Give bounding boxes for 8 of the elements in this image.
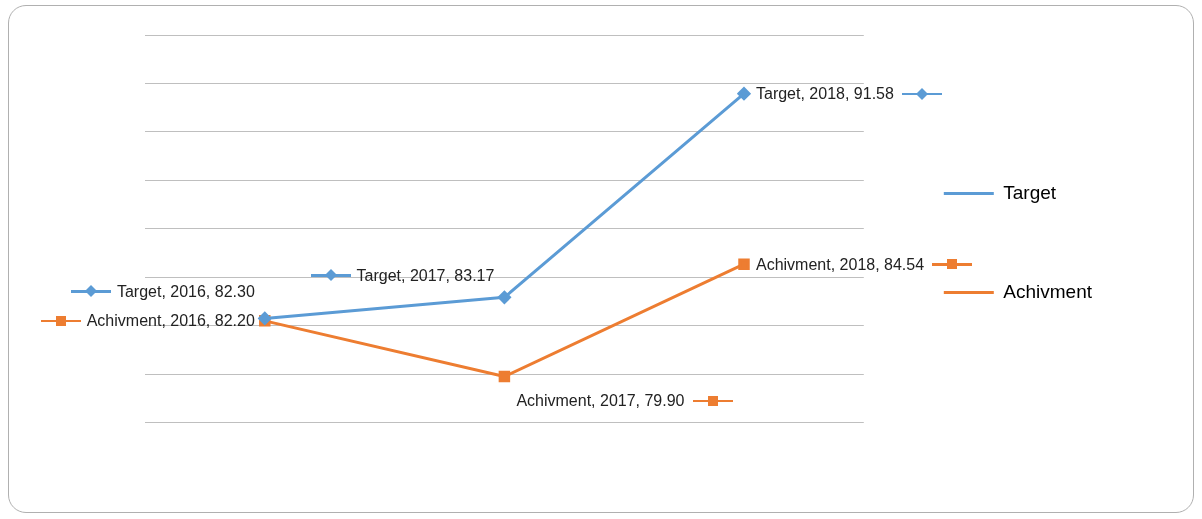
data-label: Achivment, 2016, 82.20 xyxy=(86,312,255,330)
data-label: Achivment, 2017, 79.90 xyxy=(516,391,685,409)
legend-label: Achivment xyxy=(1003,280,1093,302)
data-label: Target, 2016, 82.30 xyxy=(116,282,255,300)
legend-label: Target xyxy=(1003,181,1057,203)
data-label: Target, 2018, 91.58 xyxy=(756,85,894,103)
data-label: Target, 2017, 83.17 xyxy=(356,266,495,284)
data-label: Achivment, 2018, 84.54 xyxy=(756,255,925,273)
